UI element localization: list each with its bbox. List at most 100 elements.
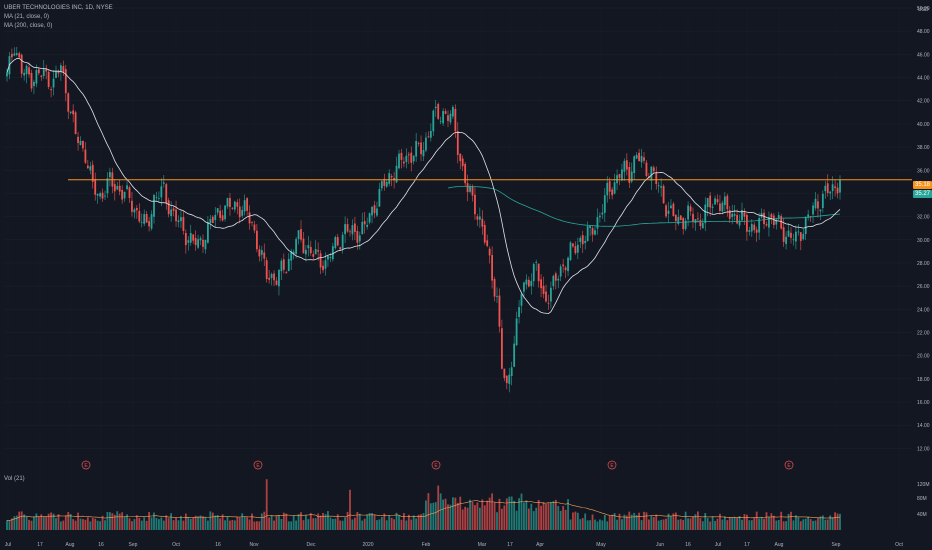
candle-body [307,245,310,249]
candle-body [552,275,555,287]
volume-bar [94,518,97,530]
volume-bar [349,489,351,530]
candle-body [792,239,795,241]
candle-body [238,206,241,218]
candle-body [496,295,498,297]
candle-body [530,280,533,287]
x-tick-label: Jul [5,542,11,548]
volume-bar [589,520,591,530]
x-tick-label: 2020 [362,542,373,548]
volume-bar [47,513,50,530]
volume-bar [599,519,601,530]
candle-body [42,68,45,77]
y-tick-label: 36.00 [917,168,930,174]
candle-body [199,238,202,241]
candle-body [711,206,714,208]
x-tick-label: Jul [715,542,721,548]
volume-bar [537,499,540,530]
candle-body [697,218,699,220]
volume-bar [361,520,364,530]
volume-bar [155,517,158,530]
candle-body [731,213,734,217]
candle-body [559,266,562,277]
candle-body [454,108,457,132]
volume-bar [498,498,501,530]
candle-body [557,278,560,281]
volume-bar [109,512,111,530]
volume-bar [483,505,486,530]
volume-bar [23,514,26,530]
volume-bar [799,521,802,530]
volume-bar [839,513,841,530]
candle-body [461,158,464,167]
candle-body [184,232,187,246]
candle-body [576,244,579,253]
volume-bar [540,505,542,530]
volume-bar [466,507,469,530]
volume-bar [121,512,124,530]
volume-bar [366,514,369,530]
ma21-legend[interactable]: MA (21, close, 0) [4,14,50,20]
volume-bar [128,518,131,530]
volume-bar [45,516,48,530]
volume-bar [106,511,109,530]
volume-bar [503,505,506,530]
volume-bar [608,515,611,530]
candle-body [91,164,94,182]
volume-bar [67,512,70,530]
volume-bar [513,500,516,530]
volume-bar [341,520,344,530]
candle-body [317,250,320,252]
volume-bar [89,521,92,530]
candle-body [236,202,239,207]
candle-body [682,217,685,230]
volume-bar [454,497,457,530]
y-axis[interactable]: 50.00 48.00 46.00 44.00 42.00 40.00 38.00 36.00… [917,6,930,452]
candle-body [388,173,391,184]
y-tick-label: 46.00 [917,52,930,58]
volume-bar [329,517,332,530]
volume-bar [804,518,807,530]
candle-body [633,156,636,174]
candle-body [420,142,422,155]
x-tick-label: Aug [775,542,784,548]
volume-bar [395,512,398,530]
volume-bar [182,520,185,530]
x-axis[interactable]: Jul 17 Aug 16 Sep Oct 16 Nov Dec 2020 Feb Mar 17 Apr M… [5,542,904,548]
candle-body [170,209,173,217]
candle-body [128,187,131,199]
volume-bar [403,513,405,530]
symbol-title[interactable]: UBER TECHNOLOGIES INC, 1D, NYSE [4,5,113,11]
candle-body [469,186,471,192]
candle-body [814,198,817,209]
volume-bar [821,515,824,530]
candle-body [704,204,707,224]
ma200-legend[interactable]: MA (200, close, 0) [4,23,53,29]
x-tick-label: Oct [172,542,180,548]
volume-bar [111,513,114,530]
candle-body [378,189,381,207]
candle-body [807,214,810,218]
volume-bar [62,520,65,530]
candle-body [158,198,160,199]
candle-body [775,219,778,225]
volume-tick-label: 120M [917,482,930,488]
volume-bar [471,502,474,530]
candle-body [442,111,444,124]
volume-bar [768,516,770,530]
volume-bar [576,512,579,530]
volume-bar [224,520,226,530]
x-tick-label: Aug [66,542,75,548]
volume-bar [282,512,285,530]
volume-bar [172,520,175,530]
volume-bar [527,508,530,530]
y-tick-label: 28.00 [917,261,930,267]
candle-body [554,273,557,281]
volume-legend[interactable]: Vol (21) [4,476,25,482]
volume-bar [777,519,780,530]
candle-body [101,192,104,199]
candle-body [187,240,190,243]
volume-bar [721,519,724,530]
